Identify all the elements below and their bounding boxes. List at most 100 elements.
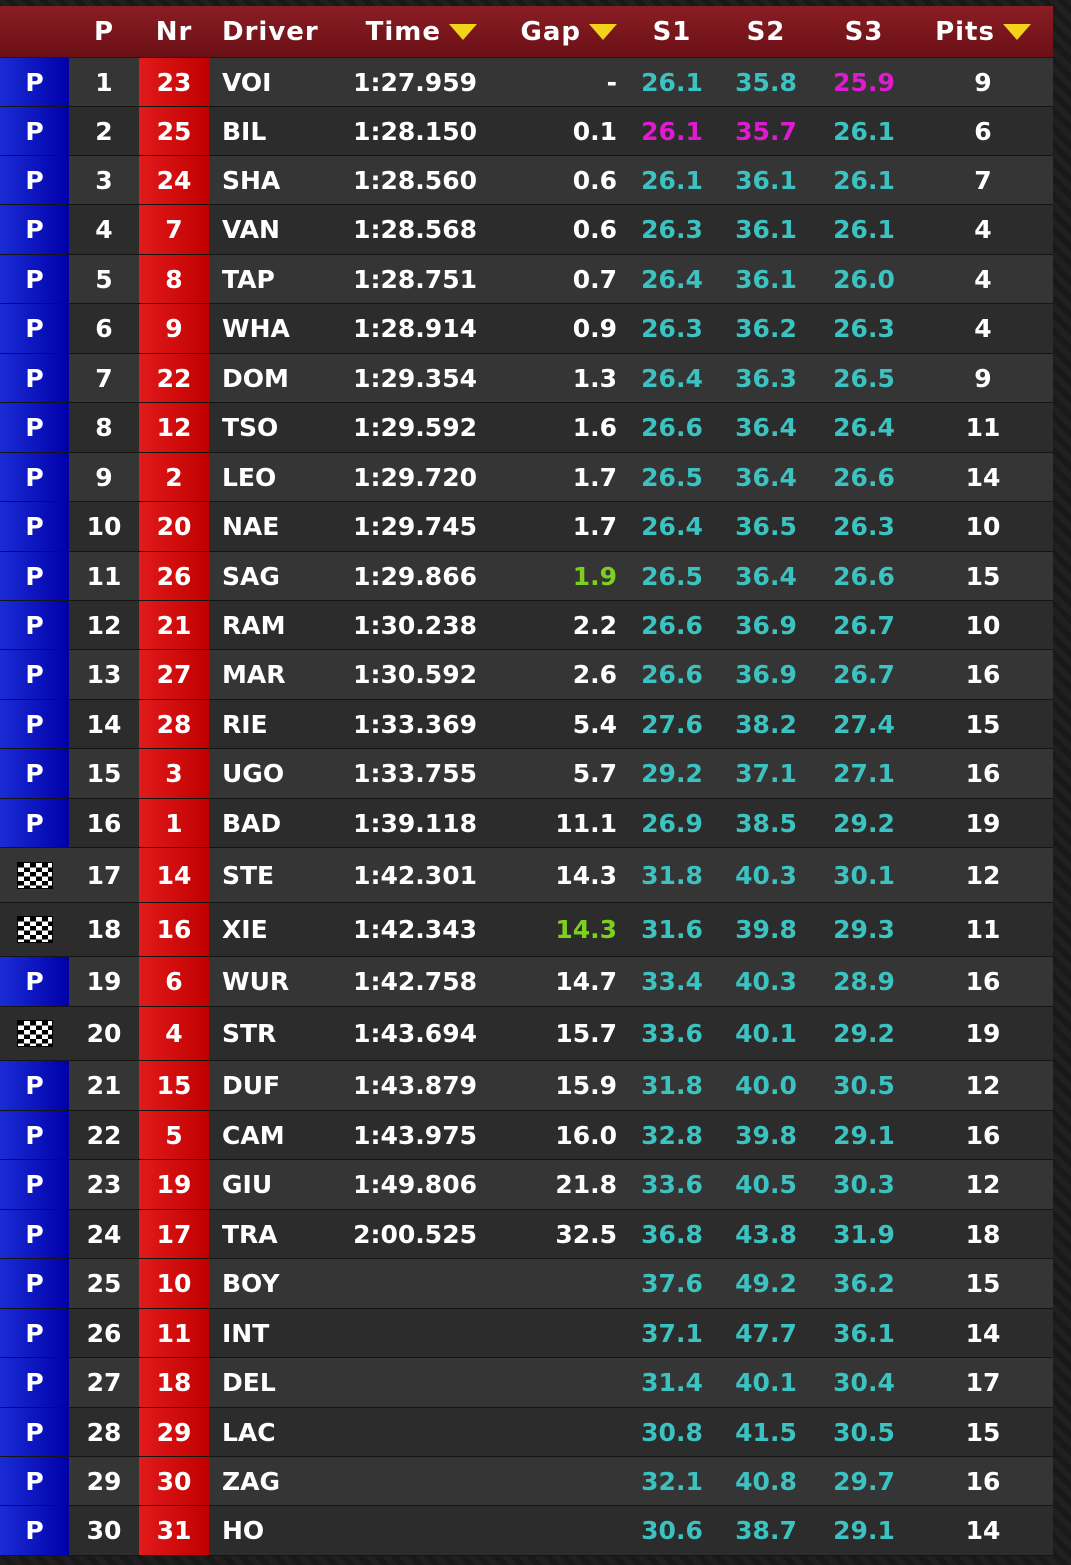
table-row[interactable]: P 12 21 RAM 1:30.238 2.2 26.6 36.9 26.7 10: [0, 601, 1053, 650]
sector-2-cell: 36.4: [735, 413, 797, 442]
driver-cell: DEL: [222, 1368, 276, 1397]
lap-time-cell: 2:00.525: [353, 1219, 477, 1249]
sector-1-cell: 33.6: [641, 1170, 703, 1199]
gap-cell: 5.7: [572, 759, 617, 788]
table-row[interactable]: P 22 5 CAM 1:43.975 16.0 32.8 39.8 29.1 16: [0, 1111, 1053, 1160]
sort-arrow-icon[interactable]: [449, 23, 477, 40]
table-row[interactable]: P 26 11 INT 37.1 47.7 36.1 14: [0, 1309, 1053, 1358]
status-cell: [0, 903, 69, 956]
pits-cell: 14: [965, 462, 1001, 492]
header-driver[interactable]: Driver: [222, 16, 319, 47]
table-row[interactable]: P 29 30 ZAG 32.1 40.8 29.7 16: [0, 1457, 1053, 1506]
pits-cell: 16: [965, 967, 1001, 996]
car-number-cell: 26: [139, 552, 209, 600]
header-pits[interactable]: Pits: [913, 6, 1053, 57]
table-row[interactable]: P 4 7 VAN 1:28.568 0.6 26.3 36.1 26.1 4: [0, 205, 1053, 255]
position-cell: 10: [86, 512, 122, 541]
position-cell: 1: [95, 67, 113, 97]
table-row[interactable]: P 6 9 WHA 1:28.914 0.9 26.3 36.2 26.3 4: [0, 304, 1053, 354]
gap-cell: 32.5: [555, 1219, 617, 1249]
pit-status-badge: P: [0, 1210, 69, 1258]
table-row[interactable]: P 19 6 WUR 1:42.758 14.7 33.4 40.3 28.9 16: [0, 957, 1053, 1007]
table-row[interactable]: P 24 17 TRA 2:00.525 32.5 36.8 43.8 31.9 18: [0, 1210, 1053, 1259]
gap-cell: 0.9: [572, 314, 617, 343]
driver-cell: STR: [222, 1019, 277, 1048]
sector-3-cell: 36.1: [833, 1318, 895, 1348]
sector-1-cell: 26.6: [641, 413, 703, 442]
table-row[interactable]: P 15 3 UGO 1:33.755 5.7 29.2 37.1 27.1 16: [0, 749, 1053, 799]
table-row[interactable]: 17 14 STE 1:42.301 14.3 31.8 40.3 30.1 12: [0, 848, 1053, 903]
sector-1-cell: 33.6: [641, 1019, 703, 1048]
table-row[interactable]: P 7 22 DOM 1:29.354 1.3 26.4 36.3 26.5 9: [0, 354, 1053, 403]
sector-2-cell: 37.1: [735, 759, 797, 788]
sector-2-cell: 36.1: [735, 165, 797, 195]
lap-time-cell: 1:28.150: [353, 116, 477, 146]
table-row[interactable]: P 5 8 TAP 1:28.751 0.7 26.4 36.1 26.0 4: [0, 255, 1053, 304]
timing-board: P Nr Driver Time Gap S1 S2 S3 Pits P 1 23 V…: [0, 6, 1053, 1556]
pit-status-badge: P: [0, 700, 69, 748]
pits-cell: 15: [965, 709, 1001, 739]
driver-cell: INT: [222, 1318, 270, 1348]
header-gap[interactable]: Gap: [477, 6, 617, 57]
sector-2-cell: 36.2: [735, 314, 797, 343]
sort-arrow-icon[interactable]: [589, 23, 617, 40]
pit-status-badge: P: [0, 1309, 69, 1357]
sector-3-cell: 26.4: [833, 413, 895, 442]
sector-3-cell: 26.6: [833, 462, 895, 492]
table-row[interactable]: P 30 31 HO 30.6 38.7 29.1 14: [0, 1506, 1053, 1556]
sector-1-cell: 26.9: [641, 808, 703, 838]
table-row[interactable]: P 10 20 NAE 1:29.745 1.7 26.4 36.5 26.3 10: [0, 502, 1053, 552]
pits-cell: 9: [974, 363, 992, 393]
pit-status-badge: P: [0, 453, 69, 501]
sector-2-cell: 40.1: [735, 1019, 797, 1048]
table-row[interactable]: P 11 26 SAG 1:29.866 1.9 26.5 36.4 26.6 15: [0, 552, 1053, 601]
lap-time-cell: 1:42.758: [353, 967, 477, 996]
position-cell: 3: [95, 165, 113, 195]
table-row[interactable]: P 16 1 BAD 1:39.118 11.1 26.9 38.5 29.2 19: [0, 799, 1053, 848]
driver-cell: WUR: [222, 967, 290, 996]
table-row[interactable]: P 28 29 LAC 30.8 41.5 30.5 15: [0, 1408, 1053, 1457]
pit-status-badge: P: [0, 957, 69, 1006]
sector-1-cell: 36.8: [641, 1219, 703, 1249]
pit-status-badge: P: [0, 799, 69, 847]
sector-3-cell: 26.5: [833, 363, 895, 393]
pits-cell: 4: [974, 215, 992, 244]
header-sector-3[interactable]: S3: [844, 16, 884, 47]
lap-time-cell: 1:27.959: [353, 67, 477, 97]
header-time[interactable]: Time: [349, 6, 477, 57]
table-row[interactable]: P 9 2 LEO 1:29.720 1.7 26.5 36.4 26.6 14: [0, 453, 1053, 502]
table-row[interactable]: P 1 23 VOI 1:27.959 -26.1 35.8 25.9 9: [0, 58, 1053, 107]
table-row[interactable]: P 25 10 BOY 37.6 49.2 36.2 15: [0, 1259, 1053, 1309]
table-row[interactable]: P 8 12 TSO 1:29.592 1.6 26.6 36.4 26.4 11: [0, 403, 1053, 453]
car-number-cell: 1: [139, 799, 209, 847]
pits-cell: 12: [965, 860, 1001, 890]
table-row[interactable]: P 14 28 RIE 1:33.369 5.4 27.6 38.2 27.4 15: [0, 700, 1053, 749]
table-row[interactable]: P 3 24 SHA 1:28.560 0.6 26.1 36.1 26.1 7: [0, 156, 1053, 205]
gap-cell: 0.6: [572, 215, 617, 244]
header-position[interactable]: P: [93, 16, 115, 47]
header-sector-1[interactable]: S1: [652, 16, 692, 47]
gap-cell: [477, 1457, 617, 1505]
header-sector-2[interactable]: S2: [746, 16, 786, 47]
header-number[interactable]: Nr: [155, 16, 193, 47]
header-gap-label: Gap: [520, 16, 581, 47]
lap-time-cell: 1:39.118: [353, 808, 477, 838]
sector-1-cell: 26.1: [641, 116, 703, 146]
pit-status-badge: P: [0, 1111, 69, 1159]
table-row[interactable]: P 23 19 GIU 1:49.806 21.8 33.6 40.5 30.3 12: [0, 1160, 1053, 1210]
car-number-cell: 3: [139, 749, 209, 798]
table-row[interactable]: P 13 27 MAR 1:30.592 2.6 26.6 36.9 26.7 16: [0, 650, 1053, 700]
sort-arrow-icon[interactable]: [1002, 23, 1031, 40]
table-row[interactable]: 18 16 XIE 1:42.343 14.3 31.6 39.8 29.3 11: [0, 903, 1053, 957]
gap-cell: 0.7: [572, 264, 617, 294]
sector-1-cell: 32.8: [641, 1120, 703, 1150]
table-row[interactable]: P 2 25 BIL 1:28.150 0.1 26.1 35.7 26.1 6: [0, 107, 1053, 156]
position-cell: 30: [86, 1516, 122, 1545]
table-row[interactable]: P 27 18 DEL 31.4 40.1 30.4 17: [0, 1358, 1053, 1408]
table-row[interactable]: P 21 15 DUF 1:43.879 15.9 31.8 40.0 30.5 12: [0, 1061, 1053, 1111]
car-number-cell: 27: [139, 650, 209, 699]
table-row[interactable]: 20 4 STR 1:43.694 15.7 33.6 40.1 29.2 19: [0, 1007, 1053, 1061]
position-cell: 25: [86, 1269, 122, 1298]
position-cell: 5: [95, 264, 113, 294]
gap-cell: 15.7: [555, 1019, 617, 1048]
